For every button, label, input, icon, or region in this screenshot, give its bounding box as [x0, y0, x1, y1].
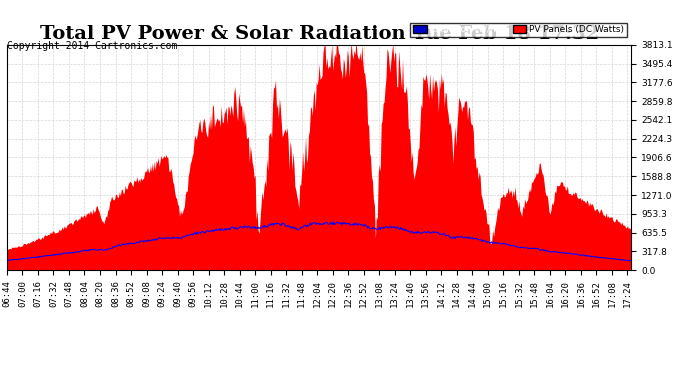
Title: Total PV Power & Solar Radiation Tue Feb 18 17:32: Total PV Power & Solar Radiation Tue Feb…: [39, 26, 599, 44]
Legend: Radiation (W/m2), PV Panels (DC Watts): Radiation (W/m2), PV Panels (DC Watts): [411, 22, 627, 37]
Text: Copyright 2014 Cartronics.com: Copyright 2014 Cartronics.com: [7, 41, 177, 51]
